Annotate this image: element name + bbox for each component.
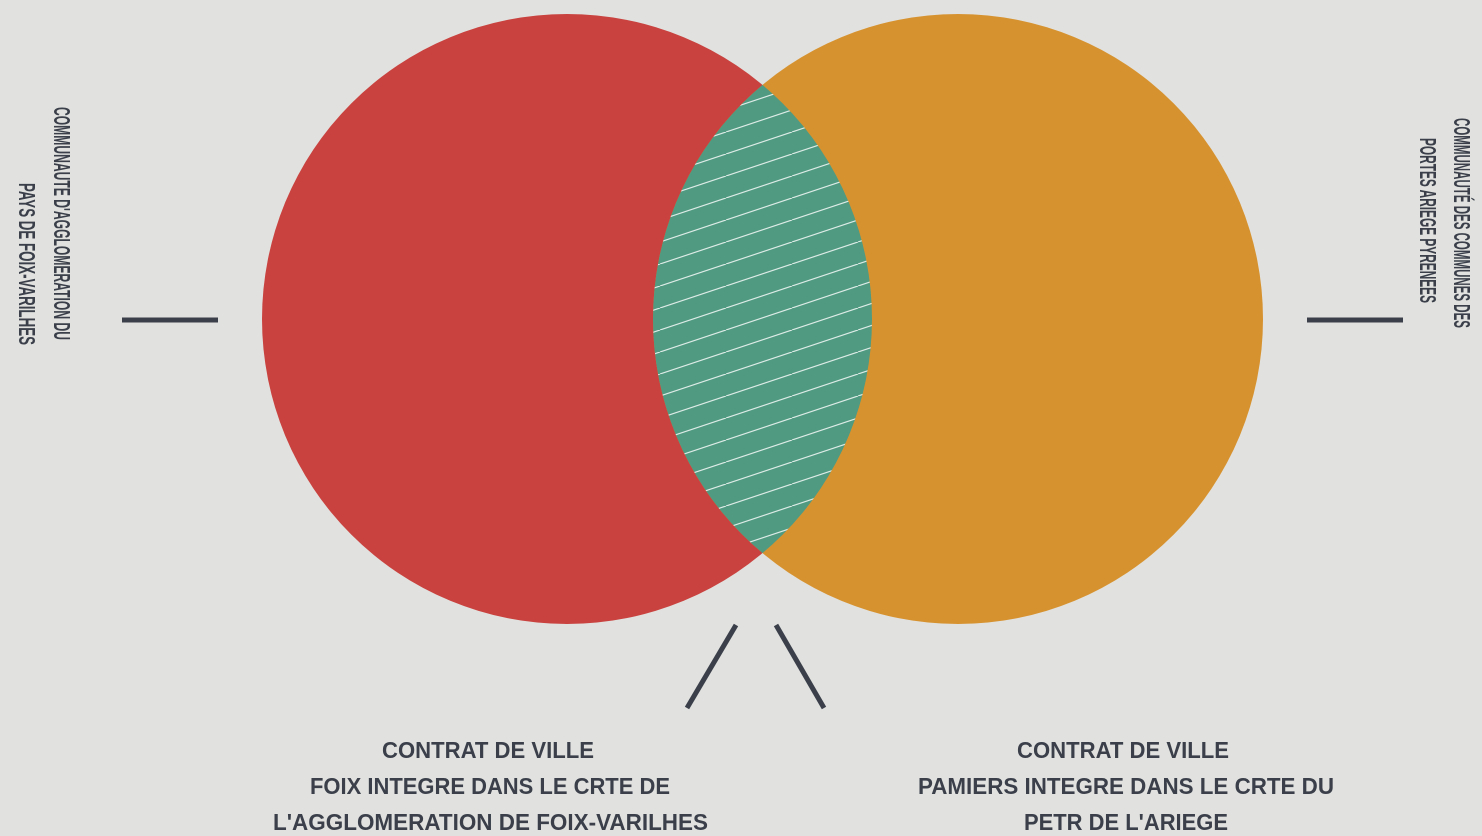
bottom-label-line: CONTRAT DE VILLE — [1017, 737, 1229, 763]
connector — [773, 623, 827, 710]
intersection — [653, 14, 872, 624]
left-label-line: PAYS DE FOIX-VARILHES — [14, 183, 40, 345]
bottom-label-line: PAMIERS INTEGRE DANS LE CRTE DU — [918, 773, 1334, 799]
connector — [684, 623, 739, 710]
left-label-line: COMMUNAUTE D'AGGLOMERATION DU — [49, 107, 75, 340]
bottom-label-line: L'AGGLOMERATION DE FOIX-VARILHES — [273, 809, 708, 835]
bottom-label-line: PETR DE L'ARIEGE — [1024, 809, 1228, 835]
bottom-label-line: FOIX INTEGRE DANS LE CRTE DE — [310, 773, 670, 799]
bottom-label-line: CONTRAT DE VILLE — [382, 737, 594, 763]
right-label-line: PORTES ARIEGE PYRENEES — [1415, 138, 1441, 303]
right-label-line: COMMUNAUTÉ DES COMMUNES DES — [1449, 118, 1476, 328]
